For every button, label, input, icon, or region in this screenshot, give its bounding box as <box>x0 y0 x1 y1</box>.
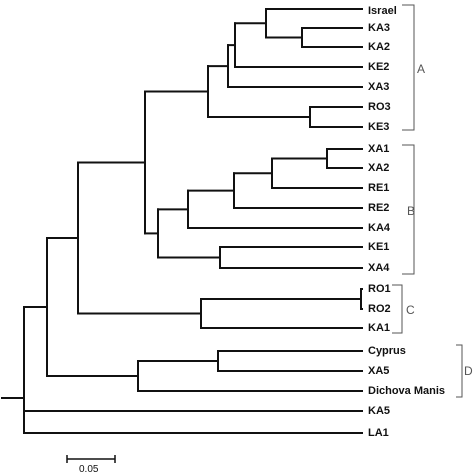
leaf-label-ro3: RO3 <box>368 101 391 113</box>
scale-bar-label: 0.05 <box>79 464 99 474</box>
leaf-label-xa5: XA5 <box>368 365 389 377</box>
leaf-label-la1: LA1 <box>368 427 389 439</box>
clade-label-d: D <box>464 364 473 378</box>
leaf-label-ka1: KA1 <box>368 322 390 334</box>
clade-label-a: A <box>417 62 425 76</box>
clade-bracket-b <box>402 144 415 275</box>
clade-label-b: B <box>407 204 415 218</box>
leaf-label-ke2: KE2 <box>368 61 389 73</box>
tree-branches <box>1 8 363 434</box>
scale-bar: 0.05 <box>66 455 116 474</box>
leaf-label-ke1: KE1 <box>368 241 389 253</box>
clade-bracket-c <box>392 284 403 334</box>
leaf-label-ke3: KE3 <box>368 121 389 133</box>
leaf-label-ka3: KA3 <box>368 22 390 34</box>
clade-brackets: A B C D <box>392 4 473 398</box>
leaf-label-re2: RE2 <box>368 202 389 214</box>
leaf-label-ka5: KA5 <box>368 405 390 417</box>
leaf-label-ro2: RO2 <box>368 303 391 315</box>
leaf-label-israel: Israel <box>368 5 397 17</box>
leaf-label-xa1: XA1 <box>368 143 389 155</box>
clade-bracket-a <box>402 4 415 131</box>
leaf-label-ka4: KA4 <box>368 222 391 234</box>
leaf-label-ro1: RO1 <box>368 283 391 295</box>
leaf-label-dichova-manis: Dichova Manis <box>368 385 445 397</box>
clade-bracket-d <box>456 344 463 398</box>
leaf-label-re1: RE1 <box>368 182 389 194</box>
clade-label-c: C <box>406 303 415 317</box>
leaf-label-xa3: XA3 <box>368 81 389 93</box>
leaf-label-cyprus: Cyprus <box>368 345 406 357</box>
scale-bar-line <box>66 455 116 463</box>
leaf-label-ka2: KA2 <box>368 41 390 53</box>
leaf-label-xa2: XA2 <box>368 162 389 174</box>
leaf-labels: Israel KA3 KA2 KE2 XA3 RO3 KE3 XA1 XA2 R… <box>368 5 445 439</box>
leaf-label-xa4: XA4 <box>368 262 390 274</box>
